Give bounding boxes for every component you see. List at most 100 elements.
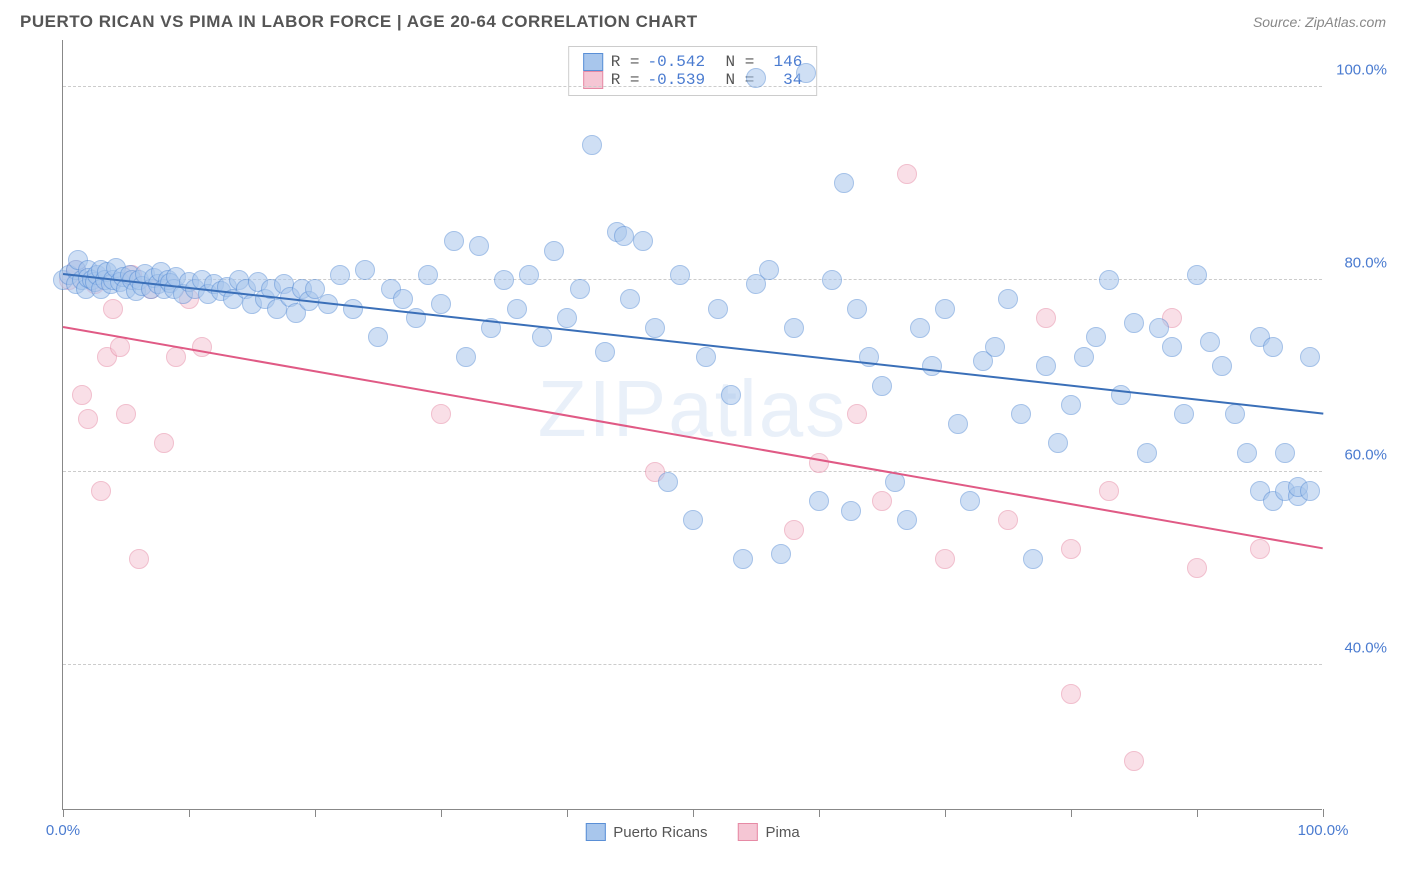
y-tick-label: 80.0% [1344, 254, 1387, 271]
data-point [116, 404, 136, 424]
data-point [998, 510, 1018, 530]
data-point [1099, 481, 1119, 501]
data-point [1212, 356, 1232, 376]
data-point [532, 327, 552, 347]
data-point [784, 318, 804, 338]
data-point [343, 299, 363, 319]
data-point [620, 289, 640, 309]
data-point [418, 265, 438, 285]
x-tick [1197, 809, 1198, 817]
data-point [897, 164, 917, 184]
data-point [897, 510, 917, 530]
data-point [355, 260, 375, 280]
data-point [192, 337, 212, 357]
data-point [494, 270, 514, 290]
legend-label: Pima [766, 824, 800, 841]
data-point [103, 299, 123, 319]
data-point [733, 549, 753, 569]
x-tick [1071, 809, 1072, 817]
data-point [670, 265, 690, 285]
data-point [872, 376, 892, 396]
data-point [985, 337, 1005, 357]
data-point [1200, 332, 1220, 352]
data-point [796, 63, 816, 83]
data-point [1187, 558, 1207, 578]
data-point [960, 491, 980, 511]
data-point [110, 337, 130, 357]
x-tick [63, 809, 64, 817]
data-point [78, 409, 98, 429]
data-point [1237, 443, 1257, 463]
data-point [708, 299, 728, 319]
data-point [91, 481, 111, 501]
data-point [456, 347, 476, 367]
data-point [431, 404, 451, 424]
data-point [948, 414, 968, 434]
data-point [746, 68, 766, 88]
data-point [1048, 433, 1068, 453]
data-point [1187, 265, 1207, 285]
data-point [393, 289, 413, 309]
data-point [519, 265, 539, 285]
series-legend: Puerto RicansPima [585, 823, 799, 841]
data-point [771, 544, 791, 564]
data-point [1124, 751, 1144, 771]
data-point [129, 549, 149, 569]
data-point [1149, 318, 1169, 338]
x-tick-label: 100.0% [1298, 822, 1349, 839]
gridline [63, 86, 1322, 87]
data-point [809, 453, 829, 473]
plot-area: ZIPatlas R =-0.542N =146R =-0.539N =34 P… [62, 40, 1322, 810]
data-point [544, 241, 564, 261]
y-tick-label: 100.0% [1336, 62, 1387, 79]
x-tick [945, 809, 946, 817]
data-point [822, 270, 842, 290]
data-point [645, 318, 665, 338]
data-point [847, 299, 867, 319]
data-point [166, 347, 186, 367]
data-point [1162, 337, 1182, 357]
data-point [368, 327, 388, 347]
data-point [444, 231, 464, 251]
data-point [1061, 539, 1081, 559]
data-point [1124, 313, 1144, 333]
legend-item: Pima [738, 823, 800, 841]
data-point [696, 347, 716, 367]
x-tick [567, 809, 568, 817]
data-point [1300, 481, 1320, 501]
data-point [1275, 443, 1295, 463]
chart-title: PUERTO RICAN VS PIMA IN LABOR FORCE | AG… [20, 12, 698, 32]
data-point [431, 294, 451, 314]
data-point [614, 226, 634, 246]
data-point [469, 236, 489, 256]
y-tick-label: 60.0% [1344, 447, 1387, 464]
data-point [910, 318, 930, 338]
data-point [935, 299, 955, 319]
data-point [1137, 443, 1157, 463]
data-point [872, 491, 892, 511]
data-point [658, 472, 678, 492]
legend-swatch [738, 823, 758, 841]
x-tick [441, 809, 442, 817]
data-point [1023, 549, 1043, 569]
data-point [1074, 347, 1094, 367]
correlation-legend: R =-0.542N =146R =-0.539N =34 [568, 46, 818, 96]
data-point [1036, 308, 1056, 328]
data-point [1011, 404, 1031, 424]
data-point [72, 385, 92, 405]
data-point [683, 510, 703, 530]
x-tick [315, 809, 316, 817]
source-attribution: Source: ZipAtlas.com [1253, 14, 1386, 30]
data-point [1061, 684, 1081, 704]
data-point [1099, 270, 1119, 290]
gridline [63, 471, 1322, 472]
data-point [759, 260, 779, 280]
x-tick [1323, 809, 1324, 817]
data-point [841, 501, 861, 521]
data-point [834, 173, 854, 193]
data-point [922, 356, 942, 376]
data-point [784, 520, 804, 540]
watermark: ZIPatlas [538, 363, 847, 455]
trend-line [63, 273, 1323, 415]
data-point [1300, 347, 1320, 367]
